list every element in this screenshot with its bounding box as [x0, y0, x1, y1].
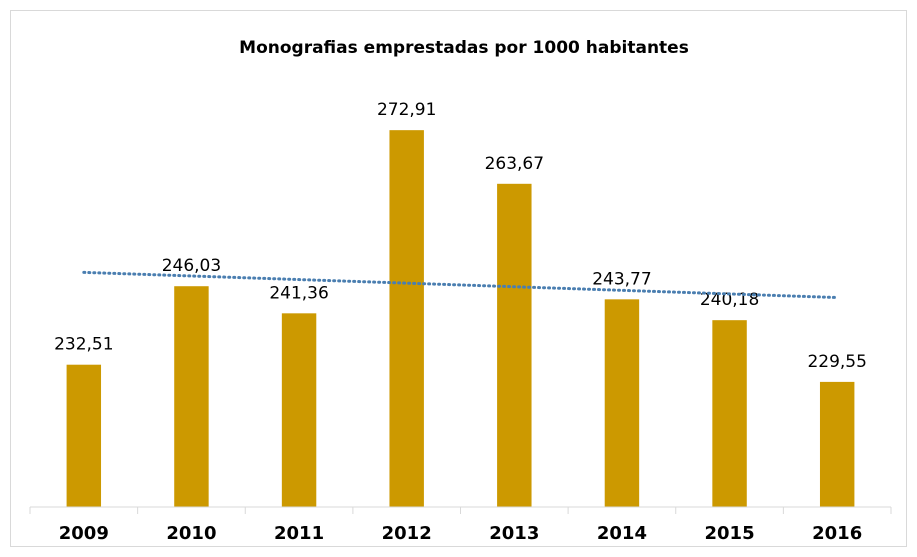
value-label: 272,91 [377, 100, 436, 120]
bar [712, 320, 747, 507]
x-tick-label: 2010 [166, 523, 216, 544]
value-label: 241,36 [269, 283, 328, 303]
value-label: 263,67 [485, 154, 544, 174]
chart-frame [10, 10, 907, 547]
bar [389, 130, 424, 508]
value-label: 232,51 [54, 335, 113, 355]
x-tick-label: 2009 [59, 523, 109, 544]
bar [66, 364, 102, 507]
x-tick-label: 2012 [382, 523, 432, 544]
bar [497, 183, 532, 507]
x-tick-label: 2014 [597, 523, 647, 544]
x-tick-label: 2016 [812, 523, 862, 544]
value-label: 243,77 [592, 269, 651, 289]
trendline [82, 270, 839, 300]
bar [281, 313, 317, 507]
chart-title: Monografias emprestadas por 1000 habitan… [239, 38, 689, 58]
x-tick-label: 2011 [274, 523, 324, 544]
bar [819, 381, 855, 507]
value-label: 229,55 [807, 352, 866, 372]
x-tick-label: 2015 [705, 523, 755, 544]
bar [174, 286, 209, 507]
value-label: 246,03 [162, 256, 221, 276]
bar [604, 299, 640, 507]
x-tick-label: 2013 [489, 523, 539, 544]
